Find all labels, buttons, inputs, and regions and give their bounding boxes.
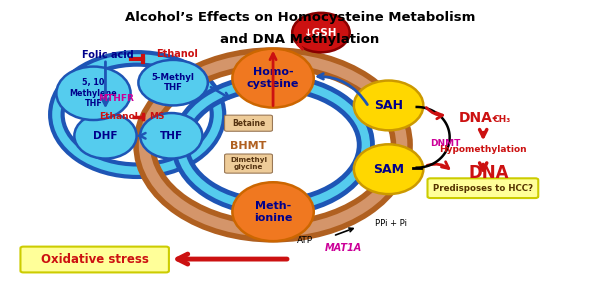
Text: Homo-
cysteine: Homo- cysteine <box>247 67 299 89</box>
Text: Dimethyl
glycine: Dimethyl glycine <box>230 157 267 170</box>
Text: Predisposes to HCC?: Predisposes to HCC? <box>433 184 533 192</box>
Text: DNA: DNA <box>469 164 509 182</box>
Text: PPi + Pi: PPi + Pi <box>375 219 407 228</box>
Text: MTHFR: MTHFR <box>98 94 134 103</box>
FancyBboxPatch shape <box>224 154 272 173</box>
Text: Alcohol’s Effects on Homocysteine Metabolism: Alcohol’s Effects on Homocysteine Metabo… <box>125 11 475 24</box>
Text: DNA-: DNA- <box>459 111 499 125</box>
Text: DHF: DHF <box>93 131 118 141</box>
Text: SAM: SAM <box>373 163 404 176</box>
Text: and DNA Methylation: and DNA Methylation <box>220 33 380 45</box>
Text: THF: THF <box>160 131 183 141</box>
Ellipse shape <box>292 13 350 52</box>
Ellipse shape <box>232 182 314 241</box>
Text: CH₃: CH₃ <box>493 115 511 124</box>
Ellipse shape <box>139 60 208 106</box>
Text: MAT1A: MAT1A <box>325 243 362 253</box>
Text: BHMT: BHMT <box>230 141 267 151</box>
Text: Betaine: Betaine <box>232 119 265 127</box>
Text: 5-Methyl
THF: 5-Methyl THF <box>152 73 194 92</box>
FancyBboxPatch shape <box>20 247 169 272</box>
Text: Ethanol: Ethanol <box>157 49 198 59</box>
Ellipse shape <box>354 144 424 194</box>
FancyBboxPatch shape <box>224 115 272 131</box>
Text: Oxidative stress: Oxidative stress <box>41 253 149 266</box>
Ellipse shape <box>74 113 137 159</box>
Text: DNMT: DNMT <box>430 139 461 148</box>
Text: Hypomethylation: Hypomethylation <box>439 145 527 154</box>
Text: Folic acid: Folic acid <box>82 50 134 60</box>
Ellipse shape <box>354 81 424 130</box>
Text: SAH: SAH <box>374 99 403 112</box>
Text: MS: MS <box>149 112 164 121</box>
Text: ↓GSH: ↓GSH <box>304 27 338 38</box>
Text: Meth-
ionine: Meth- ionine <box>254 201 292 223</box>
Text: ATP: ATP <box>297 236 313 245</box>
Text: Ethanol: Ethanol <box>100 112 139 121</box>
Ellipse shape <box>232 49 314 108</box>
FancyBboxPatch shape <box>428 178 538 198</box>
Ellipse shape <box>56 66 131 120</box>
Ellipse shape <box>140 113 202 159</box>
Text: 5, 10
Methylene
THF: 5, 10 Methylene THF <box>70 78 118 108</box>
